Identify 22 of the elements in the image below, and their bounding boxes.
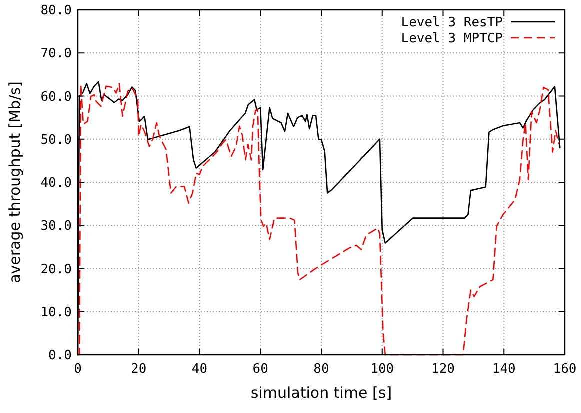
y-axis-title: average throughput [Mb/s] xyxy=(6,82,24,284)
x-tick-label: 80 xyxy=(314,362,330,377)
y-tick-label: 60.0 xyxy=(40,90,72,105)
x-tick-label: 160 xyxy=(553,362,577,377)
y-tick-label: 10.0 xyxy=(40,305,72,320)
y-tick-label: 80.0 xyxy=(40,4,72,19)
y-tick-label: 40.0 xyxy=(40,176,72,192)
x-tick-label: 0 xyxy=(74,362,82,377)
y-tick-label: 30.0 xyxy=(40,219,72,234)
y-tick-label: 20.0 xyxy=(40,262,72,278)
x-tick-label: 20 xyxy=(131,362,147,377)
x-tick-label: 40 xyxy=(192,362,208,377)
y-tick-label: 0.0 xyxy=(48,348,72,364)
x-tick-label: 60 xyxy=(252,362,268,377)
y-tick-label: 50.0 xyxy=(40,132,72,148)
x-axis-title: simulation time [s] xyxy=(250,384,392,402)
legend-label: Level 3 ResTP xyxy=(401,16,504,31)
x-tick-label: 140 xyxy=(492,362,516,377)
y-tick-label: 70.0 xyxy=(40,46,72,62)
x-tick-label: 100 xyxy=(370,362,394,377)
x-tick-label: 120 xyxy=(432,362,455,377)
legend-label: Level 3 MPTCP xyxy=(401,32,504,47)
